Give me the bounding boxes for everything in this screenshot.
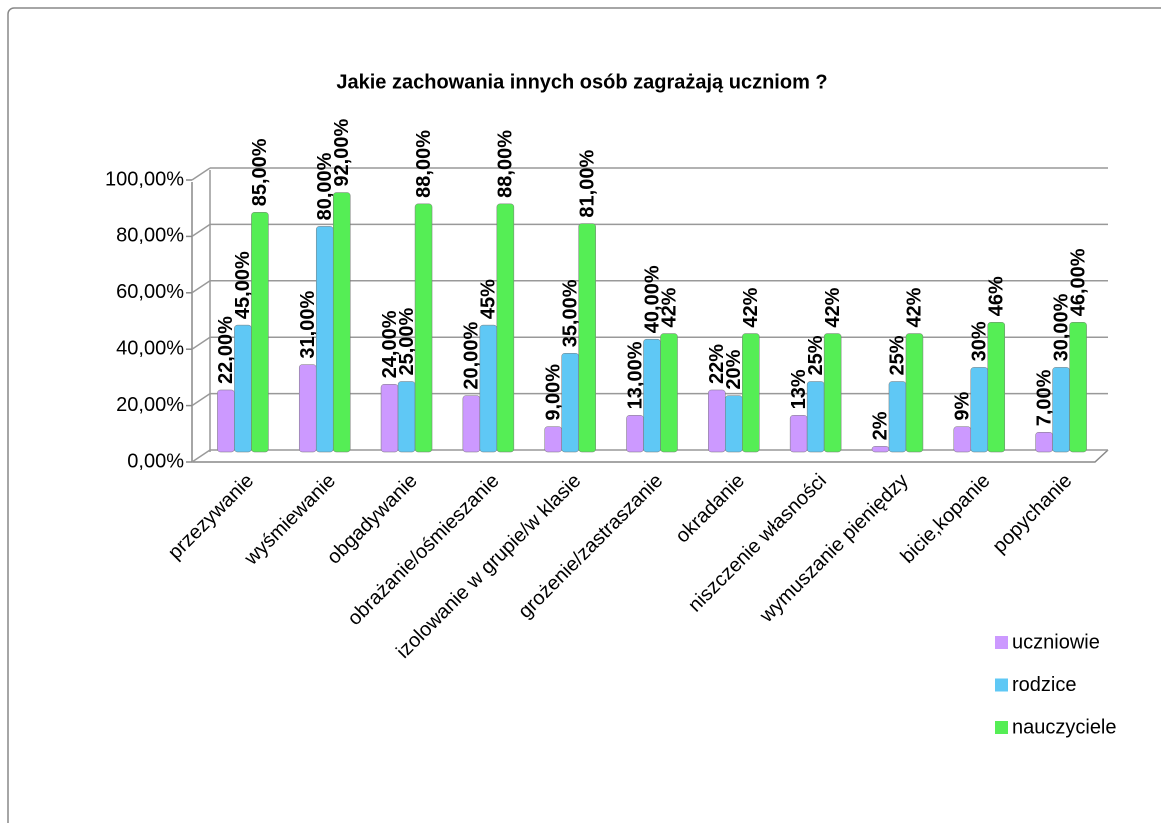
grid-line xyxy=(191,280,211,294)
data-label: 22% xyxy=(706,344,728,384)
data-label: 45% xyxy=(478,279,500,319)
data-label: 45,00% xyxy=(232,251,254,319)
bar xyxy=(905,333,924,453)
y-tick-label: 20,00% xyxy=(116,394,184,416)
floor xyxy=(192,449,1109,463)
data-label: 46% xyxy=(986,276,1008,316)
y-tick-label: 40,00% xyxy=(116,337,184,359)
bar xyxy=(462,395,481,453)
data-label: 85,00% xyxy=(249,138,271,206)
bar xyxy=(298,364,317,453)
legend-swatch xyxy=(995,721,1008,734)
data-label: 88,00% xyxy=(413,130,435,198)
bar xyxy=(479,324,498,453)
bar xyxy=(561,353,579,453)
data-label: 9,00% xyxy=(542,364,564,421)
data-label: 81,00% xyxy=(576,150,598,218)
bar xyxy=(987,322,1006,453)
data-label: 40,00% xyxy=(641,265,663,333)
bar xyxy=(315,226,334,453)
bar xyxy=(397,381,416,453)
legend-swatch xyxy=(995,636,1008,649)
grid-line xyxy=(191,336,211,350)
y-tick-label: 80,00% xyxy=(116,225,184,247)
data-label: 30% xyxy=(969,321,991,361)
legend-label: uczniowie xyxy=(1012,631,1100,653)
bar xyxy=(643,338,661,453)
data-label: 20% xyxy=(723,349,745,389)
legend-label: nauczyciele xyxy=(1012,716,1117,738)
data-label: 42% xyxy=(740,287,762,327)
bar xyxy=(888,381,907,453)
data-label: 92,00% xyxy=(331,119,353,187)
data-label: 42% xyxy=(904,287,926,327)
bar xyxy=(708,389,726,453)
bar xyxy=(332,192,351,453)
bar xyxy=(626,415,644,453)
bar xyxy=(789,415,808,453)
data-label: 42% xyxy=(658,287,680,327)
bar xyxy=(380,384,399,453)
data-label: 9% xyxy=(952,391,974,420)
chart-title: Jakie zachowania innych osób zagrażają u… xyxy=(336,71,827,93)
bar xyxy=(578,223,596,453)
data-label: 25% xyxy=(805,335,827,375)
data-label: 2% xyxy=(870,411,892,440)
grid-line xyxy=(191,223,211,238)
bar xyxy=(496,203,515,453)
grid-line xyxy=(191,167,211,181)
bar xyxy=(953,426,972,453)
data-label: 25,00% xyxy=(396,307,418,375)
data-label: 13,00% xyxy=(624,341,646,409)
data-label: 7,00% xyxy=(1033,369,1055,426)
bar xyxy=(823,333,842,453)
data-label: 22,00% xyxy=(215,316,237,384)
y-tick-label: 100,00% xyxy=(105,168,184,190)
data-label: 35,00% xyxy=(559,279,581,347)
bar xyxy=(234,324,252,453)
data-label: 80,00% xyxy=(314,152,336,220)
bar xyxy=(725,395,743,453)
bar xyxy=(251,212,269,453)
y-tick-label: 60,00% xyxy=(116,281,184,303)
bar xyxy=(414,203,433,453)
bar xyxy=(544,426,562,453)
bar xyxy=(1035,432,1053,453)
data-label: 20,00% xyxy=(461,322,483,390)
bar xyxy=(660,333,678,453)
data-label: 30,00% xyxy=(1050,293,1072,361)
data-label: 13% xyxy=(788,369,810,409)
legend-label: rodzice xyxy=(1012,674,1076,696)
data-label: 24,00% xyxy=(379,310,401,378)
bar xyxy=(871,446,890,453)
grid-line xyxy=(191,449,211,463)
grid-line xyxy=(191,392,211,407)
data-label: 46,00% xyxy=(1067,248,1089,316)
bar xyxy=(806,381,825,453)
bar xyxy=(970,367,989,453)
bar xyxy=(1052,367,1070,453)
bar xyxy=(217,389,235,453)
data-label: 31,00% xyxy=(297,291,319,359)
bar xyxy=(742,333,760,453)
y-tick-label: 0,00% xyxy=(127,450,184,472)
legend-swatch xyxy=(995,678,1008,692)
data-label: 42% xyxy=(822,287,844,327)
bar xyxy=(1069,322,1087,453)
data-label: 88,00% xyxy=(495,130,517,198)
data-label: 25% xyxy=(887,335,909,375)
